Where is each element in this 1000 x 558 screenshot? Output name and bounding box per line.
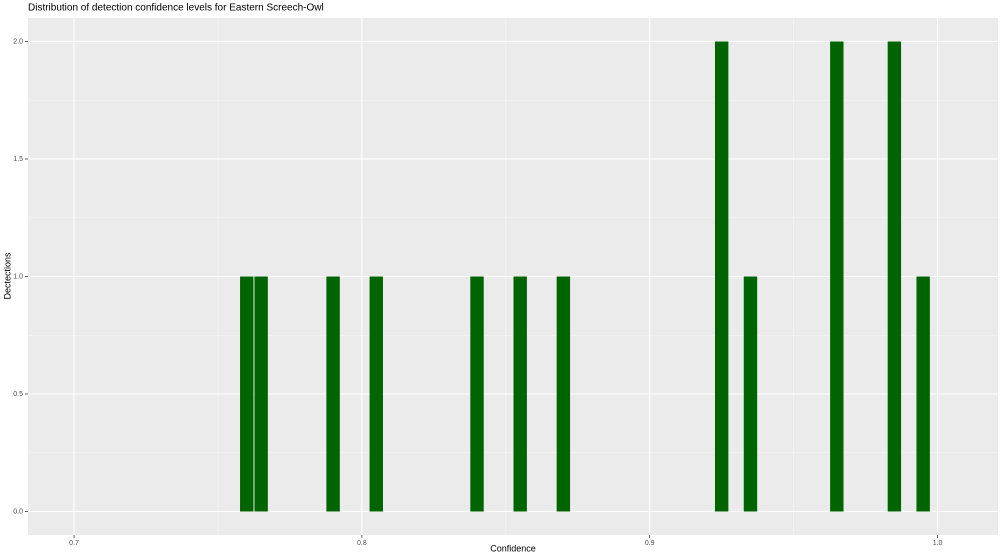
bar [369,276,383,512]
y-tick-label: 1.0 [13,273,23,280]
bar [254,276,268,512]
x-tick-label: 0.7 [69,540,79,547]
bar [743,276,758,512]
bar [830,41,844,512]
y-tick-label: 0.5 [13,391,23,398]
x-tick-label: 1.0 [933,540,943,547]
bar [714,41,729,512]
y-tick-label: 0.0 [13,508,23,515]
y-tick-label: 1.5 [13,156,23,163]
bar [470,276,484,512]
bar [326,276,340,512]
bar [887,41,902,512]
y-tick-label: 2.0 [13,38,23,45]
y-axis-title: Dectections [2,252,12,300]
bar [240,276,254,512]
x-tick-label: 0.8 [357,540,367,547]
x-axis-title: Confidence [490,543,536,553]
bar [916,276,930,512]
bar [556,276,571,512]
bar [513,276,527,512]
x-tick-label: 0.9 [645,540,655,547]
chart-title: Distribution of detection confidence lev… [28,3,324,14]
